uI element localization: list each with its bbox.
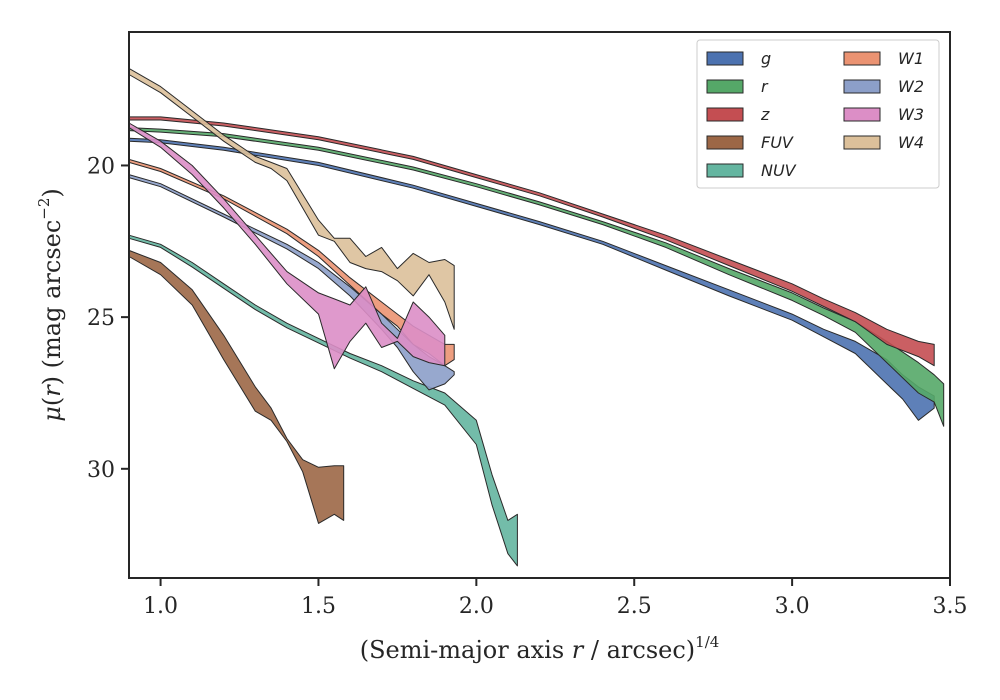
plot-frame <box>128 31 951 579</box>
legend-label-FUV: FUV <box>761 133 794 152</box>
band-r <box>128 127 945 427</box>
legend-label-r: r <box>761 77 769 96</box>
legend-swatch-r <box>706 79 744 94</box>
x-tick-label: 3.0 <box>775 594 810 619</box>
band-FUV <box>128 249 345 524</box>
legend-label-NUV: NUV <box>761 161 797 180</box>
legend-swatch-FUV <box>706 135 744 150</box>
band-z <box>128 116 935 367</box>
y-axis: 20 25 30 <box>87 154 129 483</box>
legend-label-W4: W4 <box>898 133 924 152</box>
legend-swatch-z <box>706 107 744 122</box>
y-tick-label: 30 <box>87 458 115 483</box>
legend-swatch-g <box>706 51 744 66</box>
chart-bands <box>128 67 945 567</box>
x-tick-label: 2.0 <box>459 594 494 619</box>
x-tick-label: 2.5 <box>617 594 652 619</box>
x-tick-label: 3.5 <box>933 594 968 619</box>
legend-swatch-W3 <box>843 107 881 122</box>
legend-label-W3: W3 <box>898 105 924 124</box>
legend-swatch-W4 <box>843 135 881 150</box>
band-W2 <box>128 174 455 391</box>
x-tick-label: 1.5 <box>301 594 336 619</box>
x-axis: 1.0 1.5 2.0 2.5 3.0 3.5 <box>143 578 968 619</box>
legend-label-W2: W2 <box>898 77 924 96</box>
legend-swatch-NUV <box>706 163 744 178</box>
legend: grz FUV NUV W1 W2 W3 W4 <box>696 39 940 189</box>
y-axis-label: μ(r) (mag arcsec−2) <box>35 188 66 422</box>
band-g <box>128 137 935 421</box>
band-W4 <box>128 67 455 330</box>
band-W3 <box>128 122 446 370</box>
y-tick-label: 25 <box>87 306 115 331</box>
y-tick-label: 20 <box>87 154 115 179</box>
legend-label-z: z <box>760 105 770 124</box>
legend-box <box>696 39 940 189</box>
x-tick-label: 1.0 <box>143 594 178 619</box>
legend-label-g: g <box>761 49 771 68</box>
band-NUV <box>128 234 518 567</box>
legend-label-W1: W1 <box>898 49 924 68</box>
legend-swatch-W2 <box>843 79 881 94</box>
x-axis-label: (Semi-major axis r / arcsec)1/4 <box>360 633 720 664</box>
legend-swatch-W1 <box>843 51 881 66</box>
